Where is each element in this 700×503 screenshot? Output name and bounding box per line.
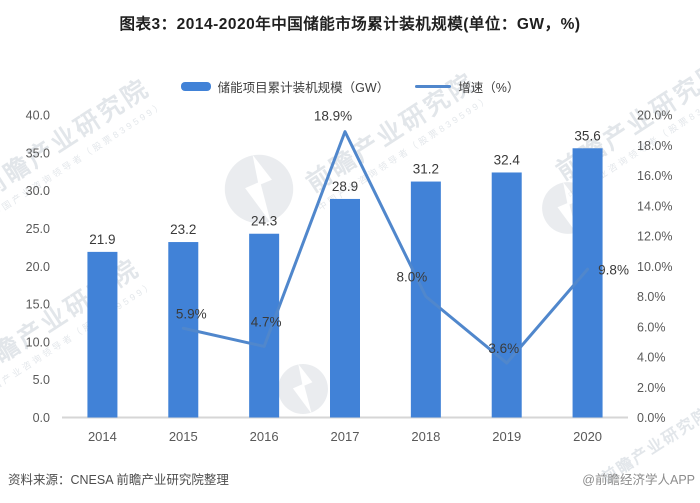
- bar-value-label: 35.6: [574, 128, 600, 143]
- right-axis-tick: 16.0%: [637, 169, 672, 183]
- growth-rate-line: [181, 130, 590, 365]
- left-axis-tick: 20.0: [26, 260, 50, 274]
- left-axis-tick: 30.0: [26, 184, 50, 198]
- bar-value-label: 31.2: [413, 162, 439, 177]
- left-axis-tick: 15.0: [26, 298, 50, 312]
- right-axis-tick: 18.0%: [637, 139, 672, 153]
- x-axis-label: 2017: [331, 429, 360, 444]
- right-axis-tick: 4.0%: [637, 351, 666, 365]
- bar-value-label: 24.3: [251, 214, 277, 229]
- bar-series-swatch-icon: [180, 82, 211, 91]
- legend: 储能项目累计装机规模（GW） 增速（%）: [0, 77, 700, 96]
- credit-note: @前瞻经济学人APP: [582, 473, 695, 487]
- left-axis-tick: 5.0: [33, 373, 50, 387]
- right-axis-tick: 12.0%: [637, 230, 672, 244]
- left-axis-tick: 25.0: [26, 222, 50, 236]
- x-axis-label: 2015: [169, 429, 198, 444]
- bar-2019: [491, 172, 522, 418]
- bar-value-label: 32.4: [494, 152, 521, 167]
- line-series-swatch-icon: [415, 85, 452, 88]
- x-axis-label: 2019: [492, 429, 521, 444]
- line-value-label: 4.7%: [251, 314, 282, 329]
- x-axis-label: 2016: [250, 429, 279, 444]
- right-axis-tick: 14.0%: [637, 199, 672, 213]
- legend-label: 增速（%）: [458, 81, 520, 95]
- left-axis-tick: 35.0: [26, 146, 50, 160]
- data-source-note: 资料来源：CNESA 前瞻产业研究院整理: [8, 473, 229, 487]
- line-value-label: 18.9%: [314, 109, 352, 124]
- line-value-label: 9.8%: [598, 262, 629, 277]
- legend-item-installed-capacity: 储能项目累计装机规模（GW）: [180, 77, 390, 96]
- x-axis-label: 2014: [88, 429, 117, 444]
- bar-value-label: 23.2: [170, 222, 196, 237]
- x-axis-label: 2018: [411, 429, 440, 444]
- bar-2017: [330, 198, 360, 418]
- bar-value-label: 21.9: [89, 232, 115, 247]
- line-value-label: 8.0%: [396, 270, 427, 285]
- bar-value-label: 28.9: [332, 179, 358, 194]
- left-axis-tick: 40.0: [26, 109, 50, 123]
- bar-2014: [87, 251, 118, 418]
- left-axis-tick: 10.0: [26, 335, 50, 349]
- right-axis-tick: 2.0%: [637, 381, 666, 395]
- legend-item-growth-rate: 增速（%）: [415, 77, 519, 96]
- right-axis-tick: 6.0%: [637, 320, 666, 334]
- x-axis-label: 2020: [573, 429, 602, 444]
- right-axis-tick: 10.0%: [637, 260, 672, 274]
- bar-2016: [249, 233, 280, 418]
- right-axis-tick: 20.0%: [637, 109, 672, 123]
- left-axis-tick: 0.0: [33, 411, 50, 425]
- line-value-label: 5.9%: [176, 306, 207, 321]
- line-value-label: 3.6%: [488, 341, 519, 356]
- bar-2018: [410, 181, 441, 418]
- right-axis-tick: 8.0%: [637, 290, 666, 304]
- right-axis-tick: 0.0%: [637, 411, 666, 425]
- legend-label: 储能项目累计装机规模（GW）: [217, 81, 390, 95]
- chart-title: 图表3：2014-2020年中国储能市场累计装机规模(单位：GW，%): [119, 16, 581, 33]
